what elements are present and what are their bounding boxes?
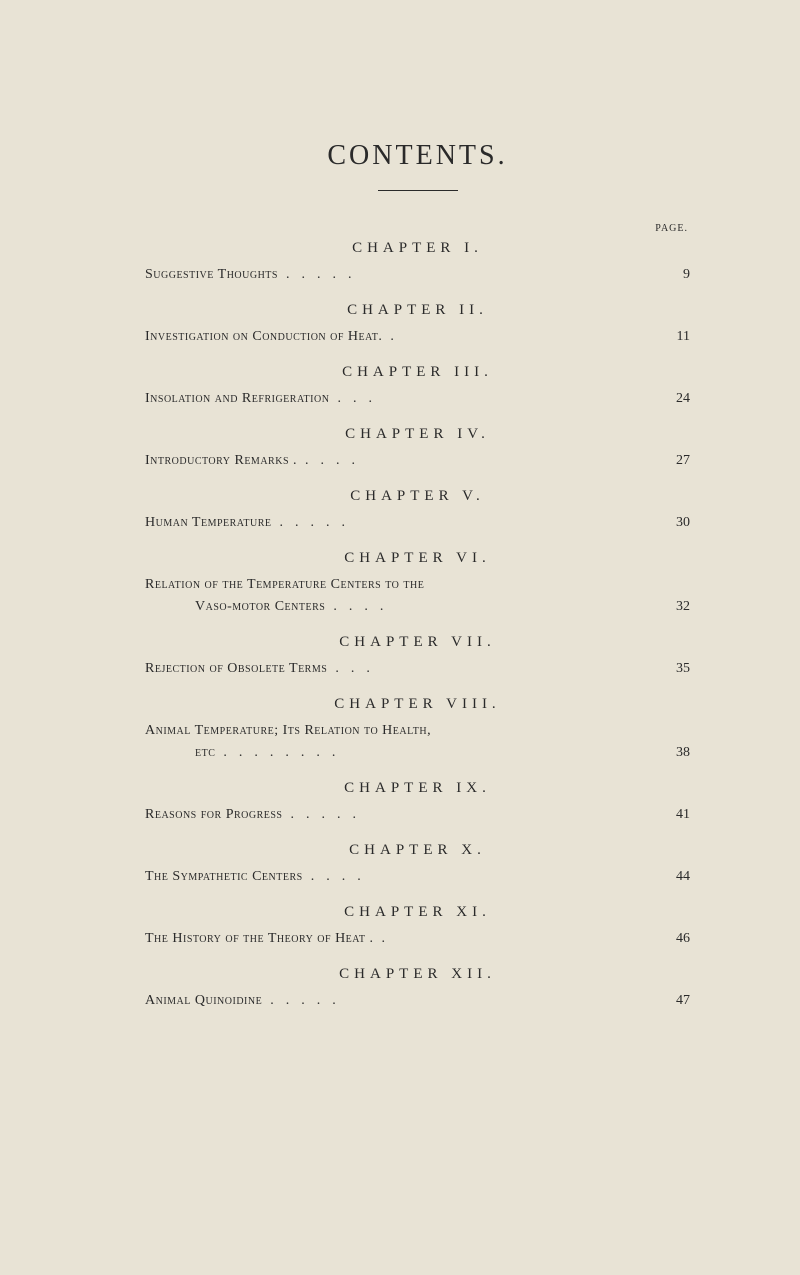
leader-dots: ...	[335, 661, 654, 678]
entry-page-number: 38	[662, 745, 690, 761]
entry-text: Animal Quinoidine	[145, 993, 262, 1009]
entry-text: Rejection of Obsolete Terms	[145, 661, 327, 677]
entry-text: Investigation on Conduction of Heat.	[145, 329, 382, 345]
toc-entry: Animal Temperature; Its Relation to Heal…	[145, 723, 690, 739]
title-rule	[378, 190, 458, 191]
leader-dots: ........	[223, 745, 654, 762]
entry-page-number: 44	[662, 869, 690, 885]
leader-dots: .....	[286, 267, 654, 284]
entry-page-number: 11	[662, 329, 690, 345]
chapter-heading: CHAPTER XI.	[145, 904, 690, 921]
leader-dots: .	[382, 931, 654, 948]
chapter-heading: CHAPTER X.	[145, 842, 690, 859]
leader-dots: .....	[291, 807, 655, 824]
entry-text: Animal Temperature; Its Relation to Heal…	[145, 723, 431, 739]
leader-dots: ...	[337, 391, 654, 408]
toc-entry: The History of the Theory of Heat .. 46	[145, 931, 690, 948]
leader-dots: ....	[305, 453, 654, 470]
leader-dots: .....	[270, 993, 654, 1010]
entry-page-number: 30	[662, 515, 690, 531]
chapter-heading: CHAPTER III.	[145, 364, 690, 381]
entry-text: Insolation and Refrigeration	[145, 391, 329, 407]
chapters-container: CHAPTER I. Suggestive Thoughts..... 9 CHAPT…	[145, 240, 690, 1010]
entry-text: Relation of the Temperature Centers to t…	[145, 577, 424, 593]
entry-page-number: 9	[662, 267, 690, 283]
toc-entry: Suggestive Thoughts..... 9	[145, 267, 690, 284]
chapter-heading: CHAPTER XII.	[145, 966, 690, 983]
entry-text: Introductory Remarks .	[145, 453, 297, 469]
entry-text: Suggestive Thoughts	[145, 267, 278, 283]
toc-entry: The Sympathetic Centers.... 44	[145, 869, 690, 886]
chapter-heading: CHAPTER VI.	[145, 550, 690, 567]
toc-entry: Investigation on Conduction of Heat.. 11	[145, 329, 690, 346]
toc-entry: etc........ 38	[145, 745, 690, 762]
entry-text: etc	[145, 745, 215, 761]
chapter-heading: CHAPTER V.	[145, 488, 690, 505]
leader-dots: ....	[311, 869, 654, 886]
entry-text: The Sympathetic Centers	[145, 869, 303, 885]
leader-dots: .....	[280, 515, 654, 532]
toc-entry: Introductory Remarks ..... 27	[145, 453, 690, 470]
entry-page-number: 46	[662, 931, 690, 947]
toc-entry: Vaso-motor Centers.... 32	[145, 599, 690, 616]
toc-entry: Rejection of Obsolete Terms... 35	[145, 661, 690, 678]
chapter-heading: CHAPTER VIII.	[145, 696, 690, 713]
entry-text: Vaso-motor Centers	[145, 599, 325, 615]
leader-dots: ....	[333, 599, 654, 616]
toc-entry: Insolation and Refrigeration... 24	[145, 391, 690, 408]
chapter-heading: CHAPTER I.	[145, 240, 690, 257]
toc-entry: Relation of the Temperature Centers to t…	[145, 577, 690, 593]
entry-page-number: 41	[662, 807, 690, 823]
toc-entry: Reasons for Progress..... 41	[145, 807, 690, 824]
chapter-heading: CHAPTER IX.	[145, 780, 690, 797]
contents-title: CONTENTS.	[145, 140, 690, 172]
chapter-heading: CHAPTER II.	[145, 302, 690, 319]
toc-entry: Human Temperature..... 30	[145, 515, 690, 532]
entry-page-number: 32	[662, 599, 690, 615]
entry-page-number: 27	[662, 453, 690, 469]
chapter-heading: CHAPTER VII.	[145, 634, 690, 651]
entry-page-number: 47	[662, 993, 690, 1009]
page-column-label: PAGE.	[145, 223, 690, 234]
leader-dots: .	[390, 329, 654, 346]
toc-entry: Animal Quinoidine..... 47	[145, 993, 690, 1010]
entry-text: The History of the Theory of Heat .	[145, 931, 374, 947]
entry-page-number: 24	[662, 391, 690, 407]
chapter-heading: CHAPTER IV.	[145, 426, 690, 443]
entry-page-number: 35	[662, 661, 690, 677]
entry-text: Reasons for Progress	[145, 807, 283, 823]
entry-text: Human Temperature	[145, 515, 272, 531]
